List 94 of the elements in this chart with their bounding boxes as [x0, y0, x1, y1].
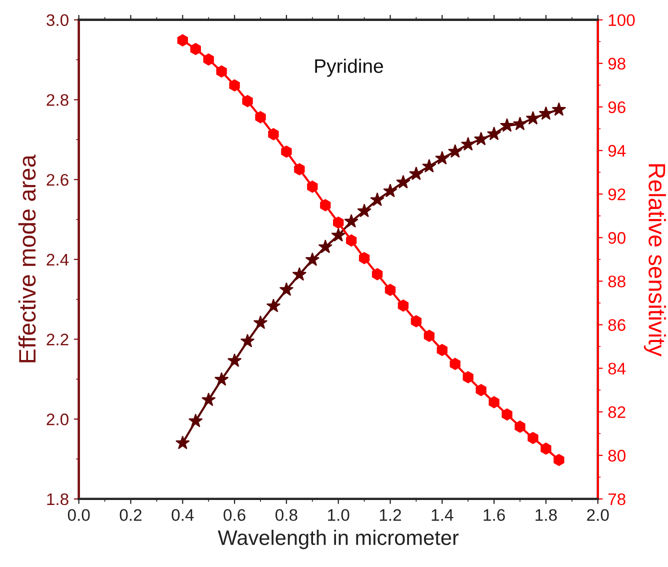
y2-tick-label: 90 — [608, 232, 626, 244]
point — [176, 436, 190, 450]
x-tick-label: 1.0 — [328, 509, 350, 521]
y2-axis-title: Relative sensitivity — [644, 164, 666, 356]
point — [201, 392, 216, 406]
point — [486, 126, 502, 140]
point — [512, 116, 528, 130]
point — [188, 414, 203, 428]
x-tick-label: 1.2 — [380, 509, 401, 521]
point — [476, 384, 486, 396]
y-tick-label: 1.8 — [47, 493, 68, 506]
point — [538, 106, 554, 120]
point — [528, 432, 538, 444]
point — [502, 408, 512, 421]
x-tick-label: 0.2 — [120, 509, 142, 521]
y-tick-label: 2.2 — [46, 334, 68, 346]
y-tick-label: 3.0 — [46, 14, 68, 26]
point — [422, 158, 436, 173]
point — [333, 216, 344, 229]
point — [229, 79, 240, 92]
y2-tick-label: 88 — [608, 276, 626, 288]
point — [227, 353, 242, 367]
point — [410, 315, 422, 328]
y2-tick-label: 96 — [608, 101, 626, 114]
point — [177, 34, 188, 46]
x-tick-label: 1.6 — [484, 509, 505, 521]
point — [190, 42, 201, 56]
point — [294, 163, 305, 176]
y-tick-label: 2.6 — [46, 174, 68, 186]
point — [514, 420, 526, 433]
point — [554, 454, 564, 466]
point — [448, 144, 462, 158]
y2-tick-label: 94 — [608, 144, 626, 157]
point — [216, 65, 227, 78]
point — [462, 371, 474, 384]
point — [500, 118, 514, 132]
point — [268, 128, 279, 140]
point — [318, 240, 332, 254]
annotation: Pyridine — [315, 58, 383, 77]
x-axis-title: Wavelength in micrometer — [218, 530, 459, 550]
y-axis-title: Effective mode area — [18, 154, 36, 362]
point — [540, 442, 552, 455]
point — [384, 284, 396, 296]
point — [281, 146, 292, 158]
point — [242, 95, 253, 108]
y2-tick-label: 86 — [608, 319, 626, 331]
point — [279, 282, 294, 296]
point — [552, 102, 566, 116]
point — [488, 396, 500, 408]
y2-tick-label: 84 — [608, 362, 626, 374]
point — [424, 330, 435, 342]
x-tick-label: 0.6 — [224, 509, 246, 521]
point — [398, 299, 409, 312]
point — [474, 132, 488, 146]
y2-tick-label: 92 — [608, 188, 626, 200]
point — [436, 344, 448, 356]
x-tick-label: 1.8 — [536, 509, 557, 521]
x-tick-label: 1.4 — [432, 509, 454, 521]
y-tick-label: 2.4 — [46, 254, 69, 266]
point — [383, 184, 398, 198]
point — [370, 192, 384, 206]
point — [372, 268, 383, 280]
point — [450, 358, 460, 370]
point — [253, 315, 268, 330]
point — [305, 252, 320, 266]
point — [526, 111, 540, 125]
point — [266, 298, 281, 312]
point — [409, 166, 424, 180]
point — [346, 234, 357, 247]
x-tick-label: 0.8 — [276, 509, 298, 521]
x-tick-label: 0.4 — [172, 509, 194, 521]
y2-tick-label: 82 — [608, 406, 626, 418]
y-tick-label: 2.8 — [46, 94, 68, 106]
point — [320, 199, 331, 212]
point — [344, 214, 358, 228]
point — [255, 111, 266, 124]
y2-tick-label: 80 — [608, 450, 626, 462]
point — [357, 204, 372, 218]
x-tick-label: 0.0 — [68, 509, 90, 521]
point — [203, 53, 214, 66]
y2-tick-label: 78 — [608, 493, 626, 506]
point — [435, 150, 450, 165]
point — [358, 252, 370, 264]
point — [460, 136, 476, 151]
point — [331, 228, 346, 242]
point — [396, 174, 410, 188]
point — [292, 267, 307, 281]
y-tick-label: 2.0 — [46, 414, 68, 426]
x-tick-label: 2.0 — [587, 509, 609, 521]
y2-tick-label: 100 — [608, 14, 635, 26]
point — [307, 180, 318, 193]
y2-tick-label: 98 — [608, 58, 626, 70]
point — [214, 372, 229, 386]
point — [240, 334, 255, 348]
